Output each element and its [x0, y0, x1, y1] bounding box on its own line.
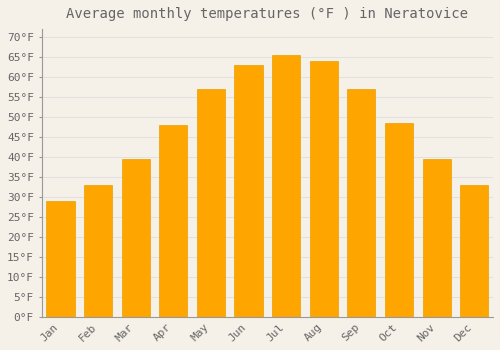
Bar	[159, 125, 188, 317]
Bar	[460, 185, 488, 317]
Bar	[84, 185, 112, 317]
Bar	[422, 159, 450, 317]
Bar	[234, 65, 262, 317]
Bar	[197, 89, 225, 317]
Bar	[348, 89, 376, 317]
Bar	[46, 201, 74, 317]
Bar	[310, 61, 338, 317]
Bar	[385, 123, 413, 317]
Bar	[122, 159, 150, 317]
Title: Average monthly temperatures (°F ) in Neratovice: Average monthly temperatures (°F ) in Ne…	[66, 7, 468, 21]
Bar	[272, 55, 300, 317]
